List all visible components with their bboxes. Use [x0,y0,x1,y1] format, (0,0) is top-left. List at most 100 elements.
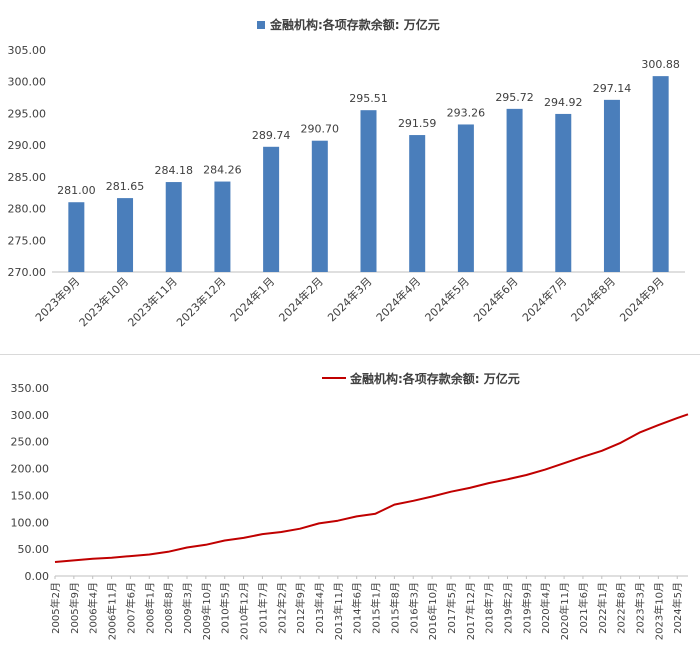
bar-data-label: 284.18 [154,164,193,177]
bar-x-tick-label: 2024年6月 [470,274,520,324]
bar-5 [311,140,328,272]
bar-data-label: 297.14 [593,82,632,95]
bar-chart: 金融机构:各项存款余额: 万亿元 270.00 275.00 280.00 285.00… [8,17,685,329]
bar-data-label: 295.72 [495,91,534,104]
line-x-tick-label: 2024年5月 [671,582,684,634]
line-y-tick-label: 150.00 [11,489,50,502]
bar-x-tick-label: 2024年9月 [617,274,667,324]
bar-y-tick-label: 305.00 [8,44,47,57]
bar-3 [214,181,231,272]
line-x-tick-label: 2016年10月 [426,582,439,640]
line-series-deposits [54,413,689,563]
line-x-tick-label: 2015年8月 [388,582,401,634]
bar-9 [506,108,523,272]
line-y-tick-label: 100.00 [11,516,50,529]
line-x-tick-label: 2019年2月 [502,582,515,634]
bar-legend: 金融机构:各项存款余额: 万亿元 [257,17,440,32]
bar-x-tick-label: 2024年4月 [373,274,423,324]
bar-data-label: 300.88 [641,58,680,71]
bar-y-tick-label: 280.00 [8,203,47,216]
bar-12 [652,76,669,272]
line-x-tick-label: 2012年9月 [294,582,307,634]
line-y-tick-label: 250.00 [11,436,50,449]
line-x-tick-label: 2005年9月 [68,582,81,634]
bar-data-label: 294.92 [544,96,583,109]
line-x-tick-label: 2011年7月 [256,582,269,634]
bar-data-label: 284.26 [203,164,242,177]
line-x-tick-label: 2012年2月 [275,582,288,634]
bar-x-tick-label: 2023年12月 [173,274,228,329]
bar-x-tick-label: 2023年9月 [32,274,82,324]
line-x-tick-label: 2007年6月 [124,582,137,634]
line-x-tick-label: 2017年5月 [445,582,458,634]
bar-x-tick-label: 2024年7月 [519,274,569,324]
bar-chart-panel: 金融机构:各项存款余额: 万亿元 270.00 275.00 280.00 285.00… [7,17,685,330]
bar-legend-label: 金融机构:各项存款余额: 万亿元 [269,17,440,32]
line-x-tick-label: 2009年10月 [200,582,213,640]
line-chart-panel: 金融机构:各项存款余额: 万亿元 0.00 50.00 100.00 150.00 200… [0,358,700,648]
line-x-tick-label: 2021年6月 [577,582,590,634]
chart-divider [0,354,700,355]
line-x-tick-label: 2017年12月 [464,582,477,640]
bar-x-tick-label: 2024年2月 [276,274,326,324]
line-x-tick-label: 2015年1月 [370,582,383,634]
line-x-tick-label: 2020年4月 [539,582,552,634]
line-x-tick-label: 2013年4月 [313,582,326,634]
bar-2 [165,182,182,272]
bar-11 [603,99,620,272]
bar-y-tick-label: 270.00 [8,266,47,279]
bar-data-label: 293.26 [447,106,486,119]
bar-data-label: 289.74 [252,129,291,142]
line-y-tick-label: 200.00 [11,463,50,476]
line-x-tick-label: 2018年7月 [483,582,496,634]
line-y-tick-label: 350.00 [11,382,50,395]
bar-y-tick-label: 285.00 [8,171,47,184]
bar-x-tick-label: 2024年8月 [568,274,618,324]
bar-y-tick-label: 290.00 [8,139,47,152]
bar-6 [360,110,377,272]
bar-y-tick-label: 295.00 [8,107,47,120]
line-legend: 金融机构:各项存款余额: 万亿元 [322,371,520,386]
bar-data-label: 291.59 [398,117,437,130]
line-x-tick-label: 2013年11月 [332,582,345,640]
bar-x-tick-label: 2024年5月 [422,274,472,324]
line-x-tick-label: 2022年1月 [596,582,609,634]
bar-legend-swatch [257,21,265,29]
bar-data-label: 295.51 [349,92,388,105]
line-x-tick-label: 2010年5月 [219,582,232,634]
line-x-tick-label: 2014年6月 [351,582,364,634]
line-legend-label: 金融机构:各项存款余额: 万亿元 [349,371,520,386]
bar-data-label: 281.65 [106,180,145,193]
line-x-tick-label: 2008年8月 [162,582,175,634]
line-x-tick-label: 2023年3月 [634,582,647,634]
bar-x-tick-label: 2024年1月 [227,274,277,324]
bar-data-label: 281.00 [57,184,96,197]
line-x-tick-label: 2020年11月 [558,582,571,640]
line-x-tick-label: 2006年11月 [106,582,119,640]
bar-0 [68,202,85,272]
bar-8 [457,124,474,272]
bar-x-tick-label: 2024年3月 [324,274,374,324]
bar-y-tick-label: 275.00 [8,234,47,247]
line-x-tick-label: 2019年9月 [520,582,533,634]
bar-10 [555,113,572,272]
bar-y-tick-label: 300.00 [8,76,47,89]
line-x-tick-label: 2005年2月 [49,582,62,634]
bar-x-tick-label: 2023年11月 [125,274,180,329]
line-y-tick-label: 300.00 [11,409,50,422]
line-x-tick-label: 2023年10月 [652,582,665,640]
line-x-tick-label: 2006年4月 [87,582,100,634]
bar-7 [409,135,426,272]
line-y-tick-label: 0.00 [25,570,50,583]
line-x-tick-label: 2010年12月 [238,582,251,640]
line-x-tick-label: 2009年3月 [181,582,194,634]
line-y-tick-label: 50.00 [18,543,50,556]
bar-1 [117,198,134,272]
line-chart: 金融机构:各项存款余额: 万亿元 0.00 50.00 100.00 150.00 200… [11,371,689,640]
bar-4 [263,146,280,272]
bar-data-label: 290.70 [301,123,340,136]
line-x-tick-label: 2008年1月 [143,582,156,634]
line-x-tick-label: 2022年8月 [615,582,628,634]
line-x-tick-label: 2016年3月 [407,582,420,634]
bar-x-tick-label: 2023年10月 [76,274,131,329]
